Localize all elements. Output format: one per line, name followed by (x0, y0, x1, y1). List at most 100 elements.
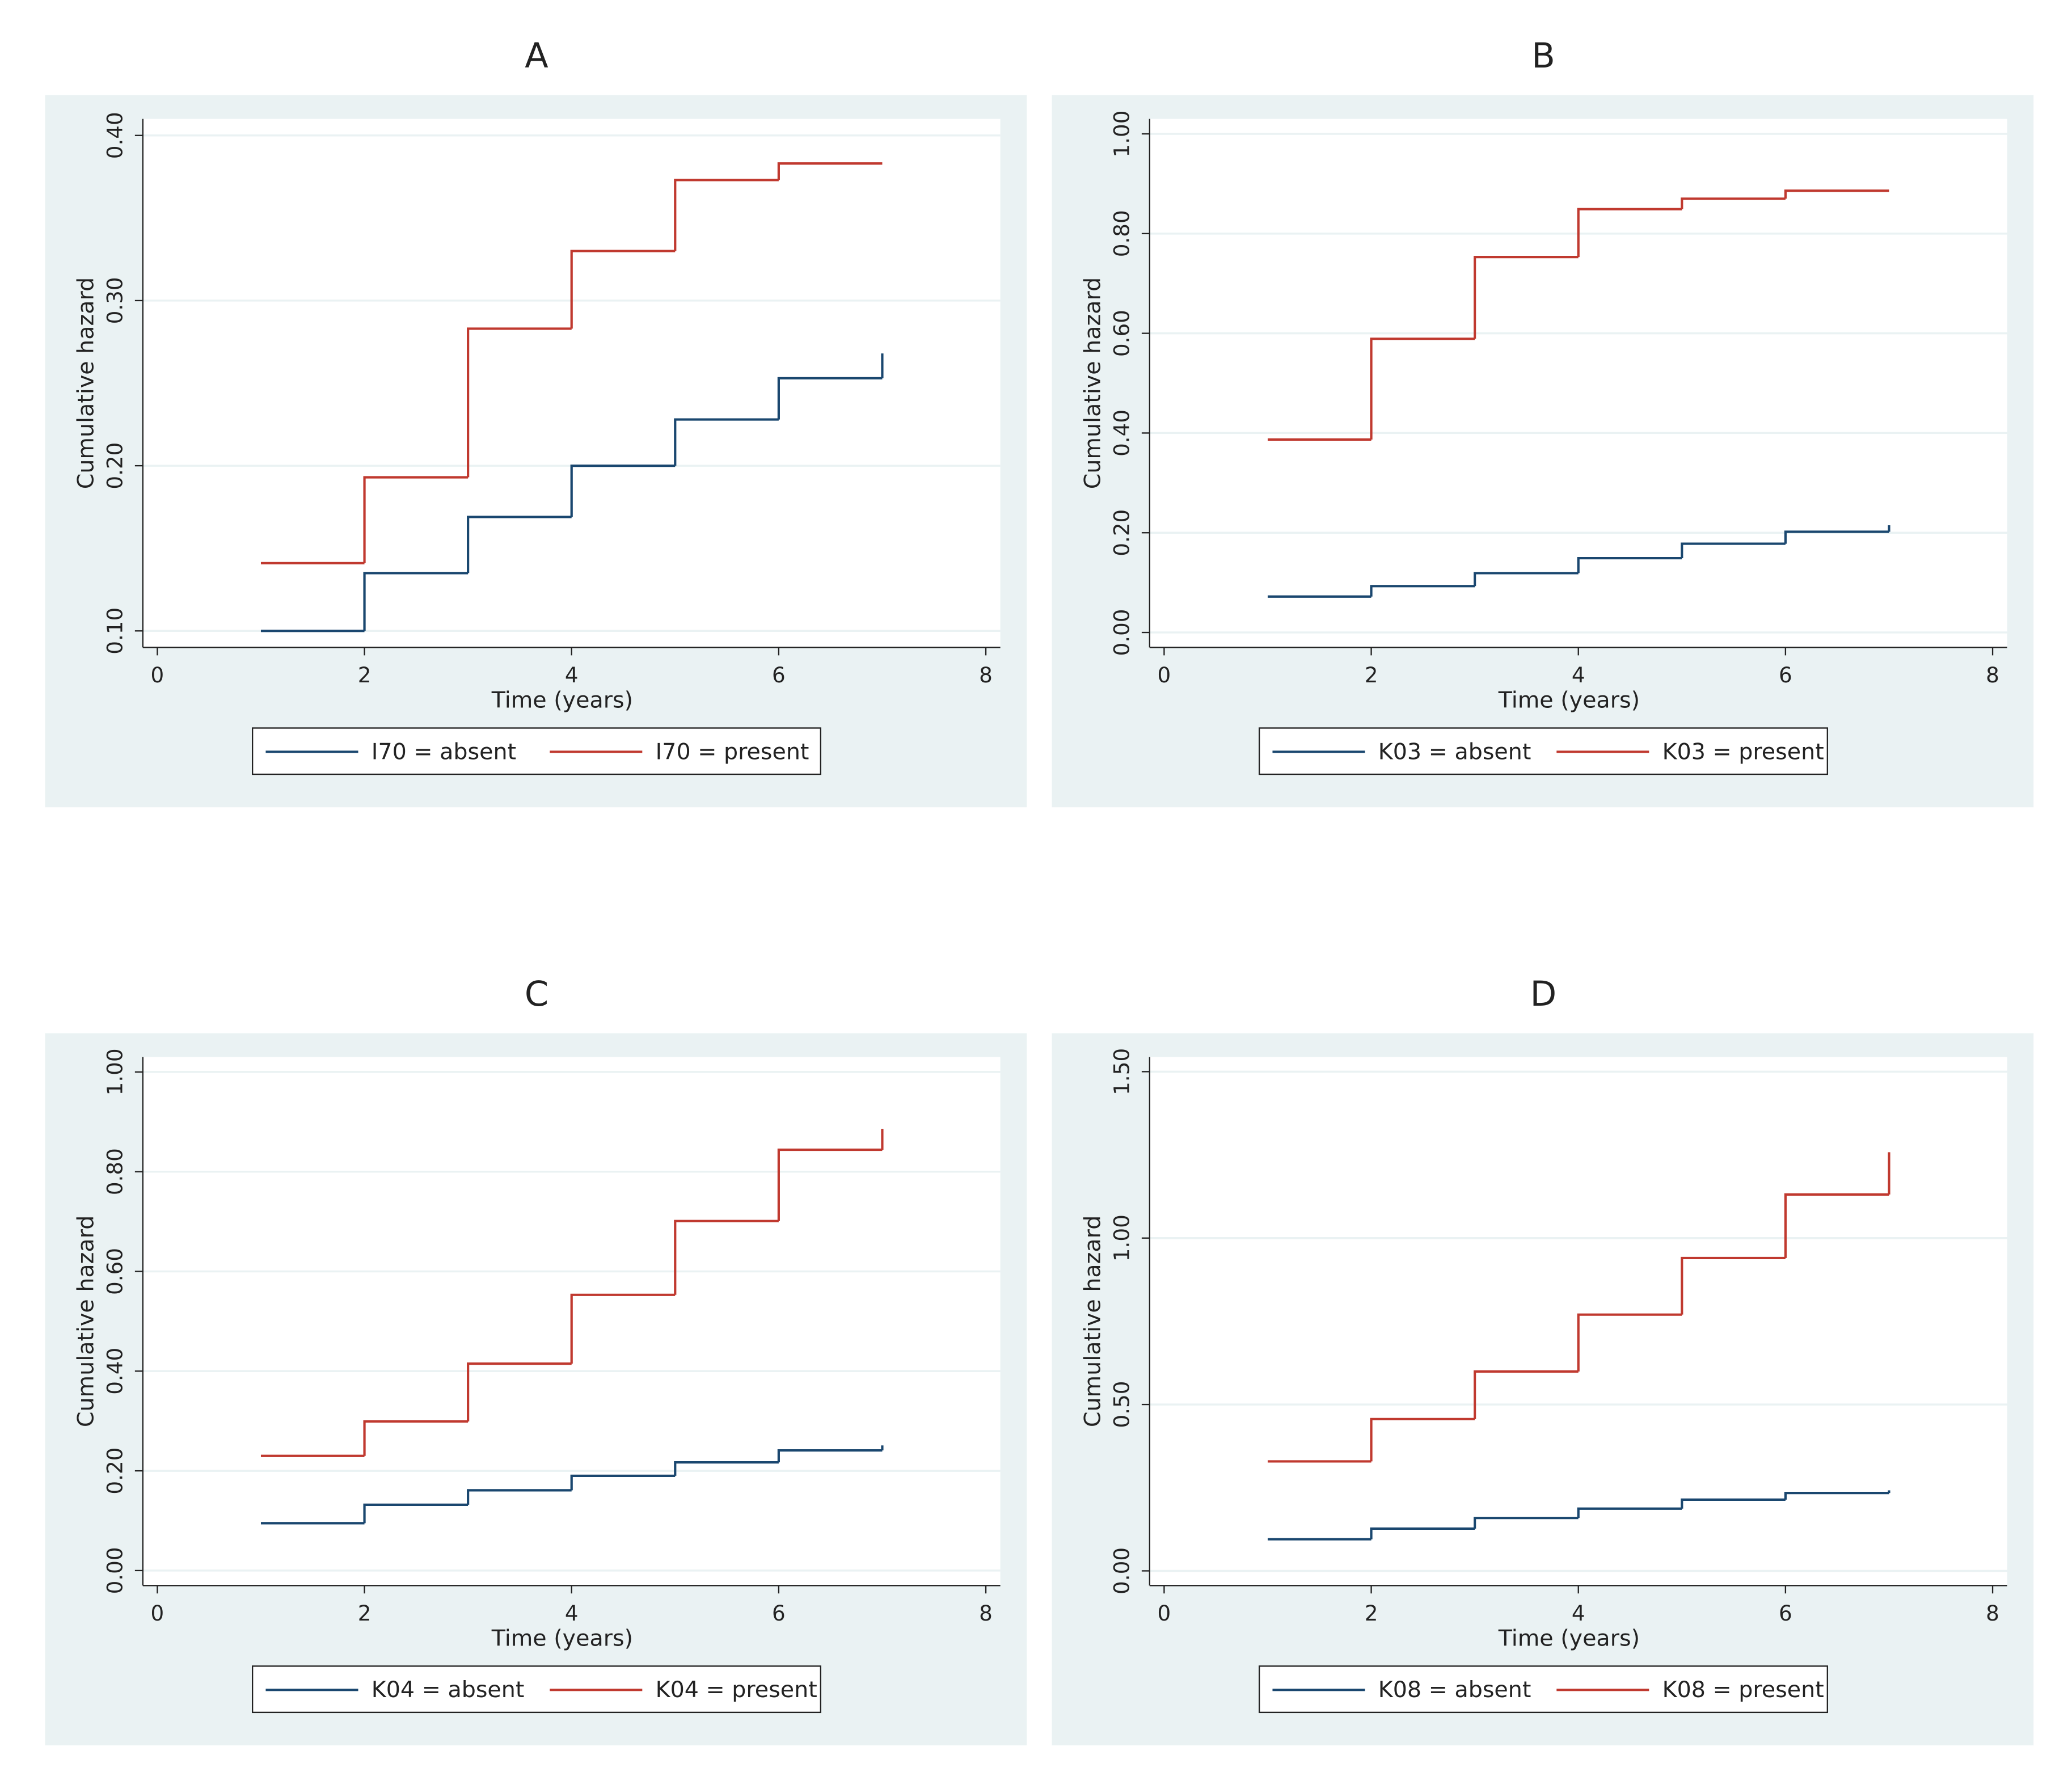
x-tick-label: 0 (1158, 1601, 1171, 1626)
y-tick-label: 0.20 (103, 442, 128, 490)
y-tick-label: 0.40 (103, 1348, 128, 1395)
legend-label: K08 = absent (1378, 1677, 1531, 1703)
x-tick-label: 4 (565, 663, 579, 687)
step-segment (1474, 1517, 1579, 1529)
step-segment (1577, 208, 1682, 258)
x-tick-label: 4 (1572, 1601, 1585, 1626)
chart-panel: A 0.10 0.20 0.30 0.40 0 2 4 6 8 Time (years) Cumula… (45, 36, 1027, 808)
step-segment (1681, 1498, 1786, 1509)
chart-title: A (525, 36, 548, 76)
step-segment (467, 1489, 572, 1505)
x-tick-label: 8 (979, 663, 993, 687)
x-tick-label: 0 (151, 1601, 164, 1626)
y-tick-label: 0.00 (103, 1547, 128, 1594)
step-segment (1370, 337, 1475, 440)
y-tick-label: 0.20 (1109, 509, 1134, 556)
x-tick-label: 6 (772, 1601, 786, 1626)
y-tick-label: 0.60 (1109, 310, 1134, 357)
x-tick-label: 8 (1986, 1601, 1999, 1626)
step-segment (570, 250, 676, 329)
step-segment (674, 1220, 779, 1295)
step-segment (1474, 256, 1579, 339)
y-tick-label: 0.50 (1109, 1381, 1134, 1428)
x-tick-label: 8 (1986, 663, 1999, 687)
x-tick-label: 2 (358, 663, 372, 687)
step-segment (674, 179, 779, 251)
y-tick-label: 0.30 (103, 277, 128, 324)
step-segment (363, 476, 469, 563)
step-segment (777, 1148, 883, 1221)
step-segment (777, 1449, 883, 1463)
step-segment (1681, 1256, 1786, 1315)
step-segment (1370, 585, 1475, 597)
step-segment (1370, 1527, 1475, 1539)
step-segment (777, 162, 883, 180)
step-segment (467, 516, 572, 573)
y-tick-label: 1.00 (1109, 111, 1134, 158)
x-tick-label: 0 (1158, 663, 1171, 687)
step-segment (1577, 1507, 1682, 1518)
y-axis-label: Cumulative hazard (1079, 277, 1105, 490)
step-segment (1577, 556, 1682, 573)
legend-label: I70 = present (656, 739, 809, 765)
x-axis-label: Time (years) (1498, 687, 1640, 713)
step-segment (570, 1293, 676, 1364)
step-segment (1681, 542, 1786, 559)
x-tick-label: 8 (979, 1601, 993, 1626)
y-tick-label: 1.00 (103, 1048, 128, 1095)
step-segment (1784, 189, 1889, 199)
x-tick-label: 4 (565, 1601, 579, 1626)
step-segment (674, 1461, 779, 1476)
y-tick-label: 0.20 (103, 1448, 128, 1495)
y-tick-label: 0.80 (103, 1148, 128, 1195)
chart-title: C (525, 974, 548, 1014)
step-segment (674, 418, 779, 466)
x-tick-label: 2 (1365, 663, 1378, 687)
x-tick-label: 0 (151, 663, 164, 687)
step-segment (467, 1362, 572, 1422)
x-tick-label: 6 (772, 663, 786, 687)
chart-panel: B 0.00 0.20 0.40 0.60 0.80 1.00 0 2 4 6 8 Time (year… (1052, 36, 2034, 808)
chart-title: B (1531, 36, 1555, 76)
y-tick-label: 0.10 (103, 607, 128, 655)
x-axis-label: Time (years) (491, 1625, 633, 1651)
plot-area (142, 119, 1001, 648)
step-segment (570, 1474, 676, 1491)
x-axis-label: Time (years) (1498, 1625, 1640, 1651)
chart-panel: D 0.00 0.50 1.00 1.50 0 2 4 6 8 Time (years) Cumula… (1052, 974, 2034, 1746)
y-tick-label: 1.00 (1109, 1214, 1134, 1261)
step-segment (1474, 572, 1579, 587)
x-tick-label: 2 (1365, 1601, 1378, 1626)
chart-title: D (1530, 974, 1557, 1014)
y-tick-label: 0.40 (103, 112, 128, 159)
step-segment (1577, 1313, 1682, 1372)
chart-panel: C 0.00 0.20 0.40 0.60 0.80 1.00 0 2 4 6 8 Time (year… (45, 974, 1027, 1746)
legend-label: K04 = absent (372, 1677, 525, 1703)
step-segment (467, 327, 572, 478)
legend-label: K04 = present (656, 1677, 817, 1703)
step-segment (1784, 1193, 1889, 1258)
y-axis-label: Cumulative hazard (1079, 1216, 1105, 1428)
x-tick-label: 6 (1779, 663, 1792, 687)
step-segment (1370, 1417, 1475, 1462)
y-axis-label: Cumulative hazard (73, 277, 99, 490)
y-axis-label: Cumulative hazard (73, 1216, 99, 1428)
x-tick-label: 2 (358, 1601, 372, 1626)
step-segment (363, 1420, 469, 1456)
y-tick-label: 0.00 (1109, 1547, 1134, 1594)
y-tick-label: 0.80 (1109, 210, 1134, 257)
step-segment (363, 572, 469, 631)
x-tick-label: 4 (1572, 663, 1585, 687)
y-tick-label: 0.60 (103, 1248, 128, 1295)
step-segment (570, 465, 676, 517)
step-segment (1474, 1370, 1579, 1419)
x-axis-label: Time (years) (491, 687, 633, 713)
step-segment (777, 377, 883, 420)
legend-label: I70 = absent (372, 739, 516, 765)
legend-label: K08 = present (1662, 1677, 1824, 1703)
step-segment (1784, 530, 1889, 544)
y-tick-label: 0.00 (1109, 609, 1134, 656)
x-tick-label: 6 (1779, 1601, 1792, 1626)
